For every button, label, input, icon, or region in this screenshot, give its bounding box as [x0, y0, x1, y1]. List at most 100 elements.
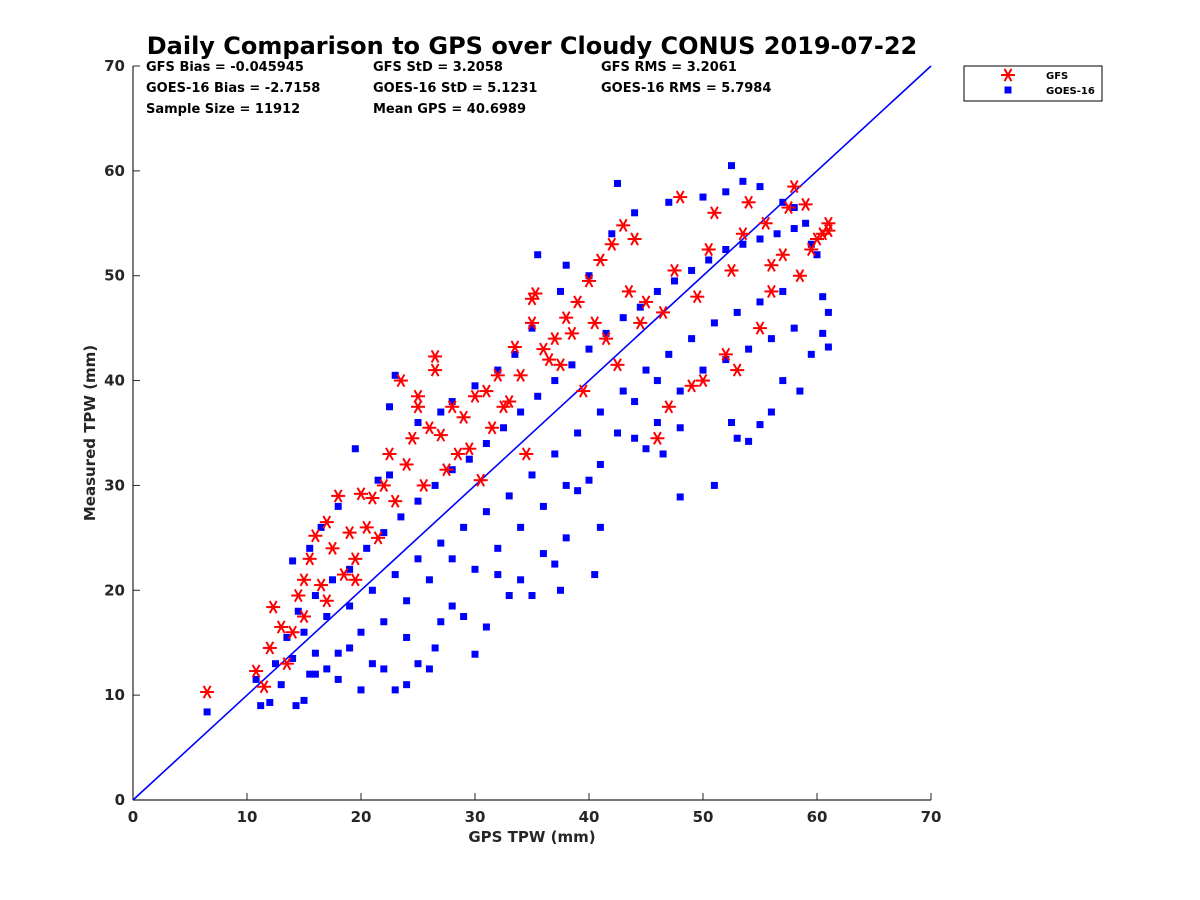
goes16-point	[448, 398, 456, 406]
goes16-point	[528, 324, 536, 332]
gfs-point	[792, 269, 807, 283]
stat-text: GOES-16 Bias = -2.7158	[146, 81, 320, 96]
goes16-point	[300, 628, 308, 636]
goes16-point	[292, 702, 300, 710]
goes16-point	[562, 261, 570, 269]
gfs-point	[302, 552, 317, 566]
goes16-point	[756, 183, 764, 191]
goes16-point	[596, 460, 604, 468]
goes16-point	[300, 696, 308, 704]
goes16-point	[722, 188, 730, 196]
goes16-point	[528, 471, 536, 479]
goes16-point	[317, 523, 325, 531]
stat-text: GFS StD = 3.2058	[373, 60, 503, 75]
goes16-point	[505, 592, 513, 600]
stat-text: GFS RMS = 3.2061	[601, 60, 737, 75]
goes16-point	[323, 613, 331, 620]
goes16-point	[517, 576, 525, 584]
gfs-point	[616, 218, 631, 232]
gfs-point	[690, 290, 705, 304]
gfs-point	[348, 552, 363, 566]
x-tick-label: 70	[921, 808, 942, 826]
gfs-point	[707, 206, 722, 220]
gfs-point	[439, 463, 454, 477]
gfs-point	[462, 442, 477, 456]
goes16-point	[574, 487, 582, 495]
gfs-point	[450, 447, 465, 461]
y-tick-label: 40	[104, 372, 125, 390]
goes16-point	[710, 319, 718, 327]
goes16-point	[619, 387, 627, 395]
goes16-point	[614, 179, 621, 187]
gfs-point	[319, 515, 334, 529]
y-tick-label: 70	[104, 57, 125, 75]
gfs-point	[604, 237, 619, 251]
gfs-point	[297, 609, 311, 624]
goes16-point	[374, 476, 382, 484]
goes16-point	[699, 193, 707, 201]
goes16-point	[386, 403, 393, 411]
gfs-point	[485, 421, 500, 435]
goes16-point	[722, 356, 730, 364]
goes16-point	[745, 345, 753, 353]
goes16-point	[596, 523, 604, 531]
y-tick-label: 20	[104, 581, 125, 599]
gfs-point	[428, 363, 443, 377]
gfs-point	[473, 473, 488, 487]
goes16-point	[807, 350, 815, 358]
goes16-point	[380, 529, 388, 537]
goes16-point	[819, 329, 827, 337]
goes16-point	[494, 366, 502, 374]
gfs-point	[479, 384, 494, 398]
gfs-point	[724, 263, 739, 278]
gfs-point	[639, 295, 653, 309]
goes16-point	[767, 408, 775, 416]
goes16-point	[414, 497, 422, 505]
goes16-point	[796, 387, 804, 395]
goes16-point	[289, 654, 297, 662]
goes16-point	[631, 398, 639, 406]
goes16-point	[517, 408, 525, 416]
y-tick-label: 0	[115, 791, 125, 809]
goes16-point	[294, 607, 302, 615]
gfs-point	[249, 664, 264, 678]
gfs-point	[536, 342, 551, 356]
goes16-point	[306, 544, 314, 552]
goes16-point	[619, 314, 627, 322]
gfs-point	[821, 224, 836, 238]
gfs-point	[331, 489, 346, 503]
gfs-point	[405, 431, 420, 445]
legend-goes16-label: GOES-16	[1046, 86, 1095, 97]
goes16-point	[368, 586, 376, 594]
goes16-point	[277, 681, 285, 689]
one-to-one-line	[132, 65, 932, 801]
gfs-point	[753, 321, 767, 335]
goes16-point	[779, 377, 787, 385]
goes16-point	[252, 675, 260, 683]
goes16-point	[414, 660, 422, 668]
goes16-point	[323, 665, 331, 673]
gfs-point	[621, 284, 636, 299]
goes16-point	[728, 162, 735, 170]
goes16-point	[403, 633, 411, 641]
gfs-point	[525, 316, 539, 330]
gfs-point	[411, 400, 425, 414]
gfs-point	[507, 340, 522, 354]
gfs-point	[764, 284, 779, 299]
gfs-point	[262, 641, 277, 655]
legend-box	[963, 65, 1103, 102]
gfs-point	[735, 227, 750, 241]
goes16-point	[460, 613, 468, 620]
goes16-point	[790, 225, 798, 233]
gfs-point	[496, 400, 511, 414]
legend-gfs-marker	[1001, 68, 1015, 82]
goes16-point	[585, 272, 593, 280]
x-tick-label: 20	[351, 808, 372, 826]
gfs-point	[599, 332, 614, 346]
goes16-point	[460, 523, 468, 531]
goes16-point	[653, 377, 661, 385]
legend-gfs-label: GFS	[1046, 71, 1068, 82]
goes16-point	[357, 628, 365, 636]
goes16-point	[596, 408, 604, 416]
